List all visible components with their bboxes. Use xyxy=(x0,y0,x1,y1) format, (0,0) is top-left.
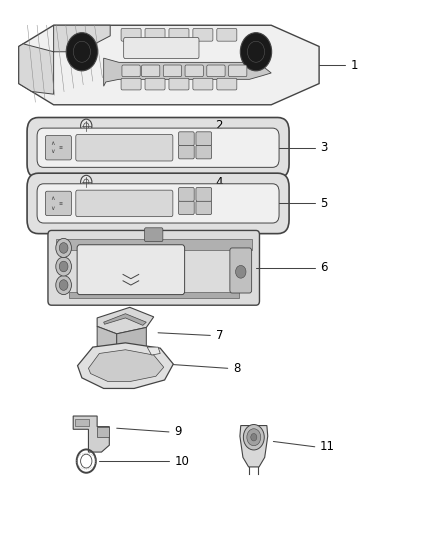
FancyBboxPatch shape xyxy=(48,230,259,305)
FancyBboxPatch shape xyxy=(179,201,194,215)
Circle shape xyxy=(251,433,257,441)
FancyBboxPatch shape xyxy=(169,78,189,90)
FancyBboxPatch shape xyxy=(121,28,141,41)
Text: 7: 7 xyxy=(215,329,223,342)
Bar xyxy=(69,292,239,298)
FancyBboxPatch shape xyxy=(145,28,165,41)
FancyBboxPatch shape xyxy=(163,65,182,77)
Circle shape xyxy=(81,175,92,189)
FancyBboxPatch shape xyxy=(196,132,212,146)
Text: ∨: ∨ xyxy=(49,206,54,211)
FancyBboxPatch shape xyxy=(77,245,185,295)
Text: ∧: ∧ xyxy=(49,141,54,146)
Circle shape xyxy=(59,243,68,253)
Polygon shape xyxy=(73,416,110,452)
Circle shape xyxy=(236,265,246,278)
FancyBboxPatch shape xyxy=(145,228,163,241)
FancyBboxPatch shape xyxy=(179,188,194,201)
Circle shape xyxy=(56,257,71,276)
FancyBboxPatch shape xyxy=(121,78,141,90)
Text: ≡: ≡ xyxy=(59,145,63,150)
Text: 10: 10 xyxy=(174,455,189,467)
FancyBboxPatch shape xyxy=(37,128,279,167)
Text: 4: 4 xyxy=(215,176,223,189)
Polygon shape xyxy=(88,350,164,382)
FancyBboxPatch shape xyxy=(46,135,71,160)
FancyBboxPatch shape xyxy=(196,201,212,215)
FancyBboxPatch shape xyxy=(230,248,252,293)
FancyBboxPatch shape xyxy=(145,78,165,90)
FancyBboxPatch shape xyxy=(27,117,289,178)
FancyBboxPatch shape xyxy=(141,65,160,77)
Circle shape xyxy=(56,238,71,257)
Polygon shape xyxy=(240,425,268,467)
Polygon shape xyxy=(104,58,271,86)
Circle shape xyxy=(244,424,264,450)
FancyBboxPatch shape xyxy=(217,78,237,90)
FancyBboxPatch shape xyxy=(217,28,237,41)
Circle shape xyxy=(59,280,68,290)
Circle shape xyxy=(59,261,68,272)
Polygon shape xyxy=(147,347,160,355)
Polygon shape xyxy=(19,25,110,94)
Bar xyxy=(56,239,252,249)
FancyBboxPatch shape xyxy=(185,65,203,77)
Text: 1: 1 xyxy=(350,59,358,71)
Circle shape xyxy=(56,276,71,295)
Text: ≡: ≡ xyxy=(59,201,63,206)
Circle shape xyxy=(240,33,272,71)
Text: 11: 11 xyxy=(320,440,335,453)
FancyBboxPatch shape xyxy=(76,134,173,161)
FancyBboxPatch shape xyxy=(179,132,194,146)
Text: 9: 9 xyxy=(174,425,182,439)
FancyBboxPatch shape xyxy=(169,28,189,41)
FancyBboxPatch shape xyxy=(27,173,289,233)
FancyBboxPatch shape xyxy=(193,28,213,41)
Polygon shape xyxy=(78,343,173,389)
Circle shape xyxy=(247,429,261,446)
FancyBboxPatch shape xyxy=(37,184,279,223)
Text: 8: 8 xyxy=(233,362,240,375)
FancyBboxPatch shape xyxy=(193,78,213,90)
Polygon shape xyxy=(19,25,319,105)
FancyBboxPatch shape xyxy=(196,188,212,201)
Polygon shape xyxy=(97,426,110,437)
Circle shape xyxy=(81,119,92,133)
FancyBboxPatch shape xyxy=(46,191,71,216)
Text: 2: 2 xyxy=(215,119,223,133)
Polygon shape xyxy=(97,326,117,354)
Text: ∧: ∧ xyxy=(49,196,54,201)
Text: ∨: ∨ xyxy=(49,149,54,154)
Polygon shape xyxy=(97,308,154,334)
FancyBboxPatch shape xyxy=(196,145,212,159)
Text: 5: 5 xyxy=(320,197,327,210)
FancyBboxPatch shape xyxy=(179,145,194,159)
FancyBboxPatch shape xyxy=(124,37,199,59)
Text: 3: 3 xyxy=(320,141,327,154)
Text: 6: 6 xyxy=(320,261,328,274)
FancyBboxPatch shape xyxy=(229,65,247,77)
Circle shape xyxy=(66,33,98,71)
FancyBboxPatch shape xyxy=(122,65,140,77)
Bar xyxy=(75,419,89,425)
FancyBboxPatch shape xyxy=(207,65,225,77)
Polygon shape xyxy=(117,327,146,354)
FancyBboxPatch shape xyxy=(76,190,173,216)
Polygon shape xyxy=(104,314,146,325)
